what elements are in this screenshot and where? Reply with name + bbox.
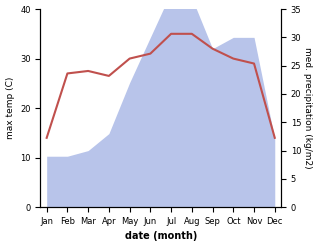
Y-axis label: max temp (C): max temp (C) [5, 77, 15, 139]
Y-axis label: med. precipitation (kg/m2): med. precipitation (kg/m2) [303, 47, 313, 169]
X-axis label: date (month): date (month) [125, 231, 197, 242]
